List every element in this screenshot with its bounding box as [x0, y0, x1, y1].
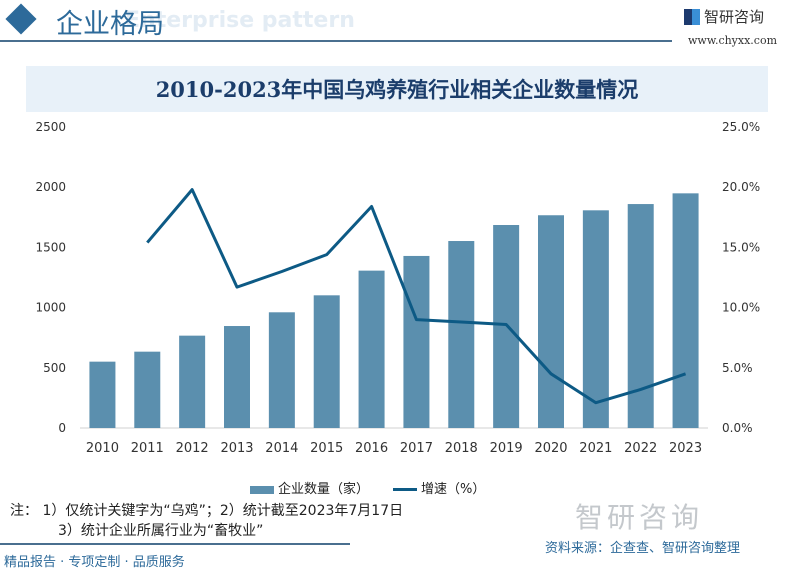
bar: [582, 210, 609, 428]
chart-title: 2010-2023年中国乌鸡养殖行业相关企业数量情况: [155, 77, 639, 102]
growth-line: [146, 188, 687, 405]
legend-line-label: 增速（%）: [421, 482, 486, 497]
left-tick-label: 1000: [35, 301, 66, 315]
x-tick-label: 2014: [265, 441, 298, 456]
x-tick-label: 2015: [310, 441, 343, 456]
right-tick-label: 5.0%: [722, 361, 753, 375]
header-subtitle: Enterprise pattern: [125, 8, 355, 33]
note-line-2: 3）统计企业所属行业为“畜牧业”: [58, 523, 264, 539]
right-tick-label: 0.0%: [722, 421, 753, 435]
bar: [627, 204, 654, 428]
bar: [313, 295, 340, 428]
bar: [89, 361, 116, 428]
legend-bar: 企业数量（家）: [250, 478, 369, 497]
x-tick-label: 2018: [445, 441, 478, 456]
x-tick-label: 2020: [534, 441, 567, 456]
watermark-brand: 智研咨询: [575, 501, 704, 534]
bar: [268, 312, 295, 428]
left-tick-label: 500: [43, 361, 66, 375]
legend-line: 增速（%）: [393, 478, 485, 497]
bar: [358, 270, 385, 428]
left-tick-label: 2000: [35, 180, 66, 194]
x-tick-label: 2012: [176, 441, 209, 456]
legend-bar-label: 企业数量（家）: [278, 482, 370, 497]
legend: 企业数量（家） 增速（%）: [250, 478, 485, 497]
x-tick-label: 2023: [669, 441, 702, 456]
left-tick-label: 0: [58, 421, 66, 435]
x-tick-label: 2019: [490, 441, 523, 456]
brand-name: 智研咨询: [704, 8, 765, 26]
legend-bar-swatch: [250, 485, 274, 494]
bar: [448, 241, 475, 428]
bar: [134, 351, 161, 428]
x-tick-label: 2013: [220, 441, 253, 456]
bar: [224, 326, 250, 428]
bar: [403, 255, 430, 428]
left-tick-label: 1500: [35, 240, 66, 254]
bar: [672, 193, 699, 428]
header-divider: [0, 40, 672, 42]
bar: [179, 335, 206, 428]
right-tick-label: 10.0%: [722, 301, 760, 315]
bar: [538, 215, 564, 428]
legend-line-swatch: [393, 488, 418, 491]
right-tick-label: 20.0%: [722, 180, 760, 194]
logo-icon: [684, 8, 700, 25]
chart-title-band: 2010-2023年中国乌鸡养殖行业相关企业数量情况: [26, 66, 768, 112]
x-tick-label: 2022: [624, 441, 657, 456]
footer-slogan: 精品报告 · 专项定制 · 品质服务: [4, 555, 185, 570]
left-tick-label: 2500: [35, 120, 66, 134]
x-tick-label: 2010: [86, 441, 119, 456]
brand-logo: 智研咨询: [684, 6, 764, 27]
x-tick-label: 2011: [131, 441, 164, 456]
right-tick-label: 25.0%: [722, 120, 760, 134]
source-text: 资料来源：企查查、智研咨询整理: [545, 541, 741, 556]
brand-url: www.chyxx.com: [688, 34, 778, 47]
note-line-1: 注： 1）仅统计关键字为“乌鸡”；2）统计截至2023年7月17日: [10, 503, 404, 519]
x-tick-label: 2017: [400, 441, 433, 456]
x-tick-label: 2021: [579, 441, 612, 456]
right-tick-label: 15.0%: [722, 240, 760, 254]
footer-divider: [0, 543, 350, 545]
x-tick-label: 2016: [355, 441, 388, 456]
header-title: 企业格局: [56, 9, 164, 40]
